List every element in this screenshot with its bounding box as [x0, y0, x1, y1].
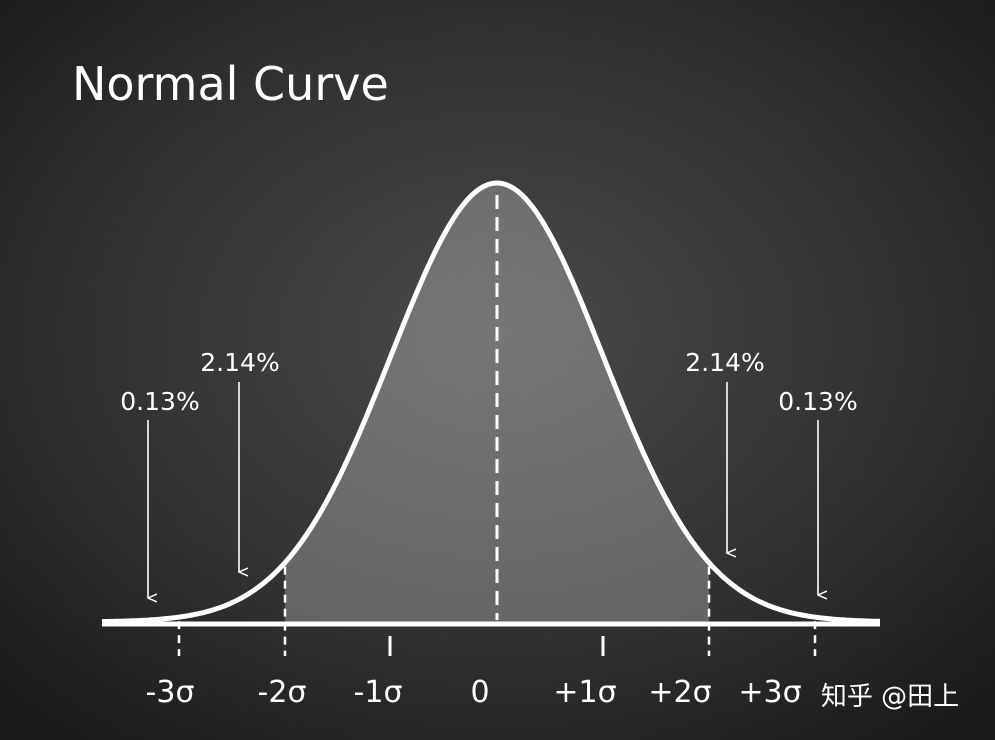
curve-group: [101, 180, 881, 656]
bell-curve: [101, 180, 881, 625]
axis-labels: -3σ -2σ -1σ 0 +1σ +2σ +3σ: [146, 675, 802, 710]
watermark: 知乎 @田上: [821, 682, 959, 712]
title: Normal Curve: [72, 57, 389, 111]
axis-label: +1σ: [553, 675, 616, 710]
axis-label: +2σ: [648, 675, 711, 710]
axis-label: -1σ: [354, 675, 403, 710]
annotations: 0.13% 2.14% 2.14% 0.13%: [120, 348, 857, 416]
axis-label: +3σ: [738, 675, 801, 710]
percent-label: 0.13%: [778, 387, 857, 416]
axis-label: -3σ: [146, 675, 195, 710]
percent-label: 2.14%: [200, 348, 279, 377]
arrows: [148, 382, 818, 598]
axis-label: 0: [470, 675, 489, 710]
percent-label: 2.14%: [685, 348, 764, 377]
ticks: [388, 636, 605, 656]
axis-label: -2σ: [258, 675, 307, 710]
percent-label: 0.13%: [120, 387, 199, 416]
